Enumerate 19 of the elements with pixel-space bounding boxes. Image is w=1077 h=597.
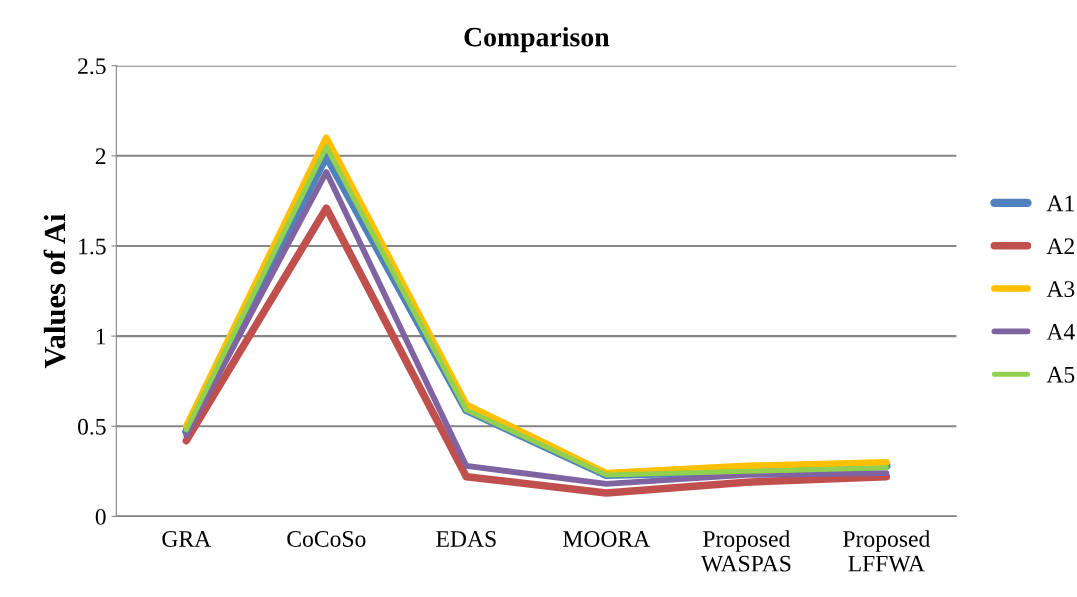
y-axis-title: Values of Ai bbox=[43, 213, 66, 369]
x-tick-label: MOORA bbox=[563, 531, 651, 547]
x-tick-label: GRA bbox=[162, 531, 212, 547]
y-tick-label: 0.5 bbox=[77, 418, 106, 435]
x-tick-label: Proposed WASPAS bbox=[700, 530, 791, 572]
y-tick-label: 2.5 bbox=[78, 58, 106, 75]
x-tick-label: EDAS bbox=[436, 531, 496, 547]
legend-label: A4 bbox=[1046, 324, 1075, 340]
legend-label: A5 bbox=[1046, 366, 1075, 383]
legend-label: A2 bbox=[1046, 238, 1074, 254]
x-tick-label: CoCoSo bbox=[287, 531, 366, 547]
legend-label: A3 bbox=[1046, 281, 1075, 298]
y-tick-label: 1 bbox=[96, 328, 106, 345]
y-tick-label: 2 bbox=[95, 148, 106, 165]
x-tick-label: Proposed LFFWA bbox=[843, 530, 931, 572]
y-tick-label: 1.5 bbox=[79, 238, 106, 255]
y-tick-label: 0 bbox=[95, 508, 106, 525]
legend-label: A1 bbox=[1046, 195, 1074, 212]
chart-title: Comparison bbox=[464, 26, 610, 53]
